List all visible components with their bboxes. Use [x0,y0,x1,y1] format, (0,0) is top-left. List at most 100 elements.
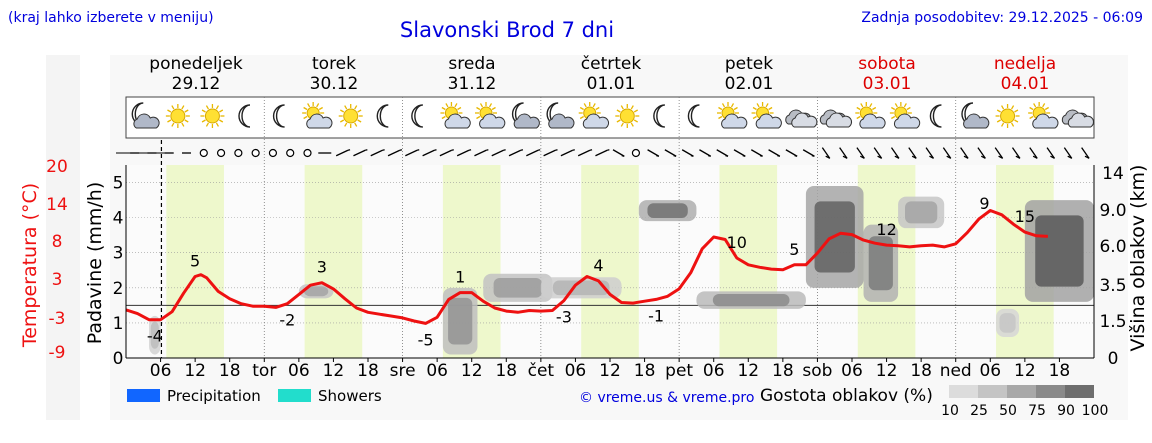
wind-barb-flag [929,155,934,159]
legend-showers: Showers [318,387,382,405]
wind-barb-flag [742,154,746,157]
sun-ray [616,119,621,123]
calm-wind-circle [268,148,278,158]
sun-icon [200,104,225,128]
day-date: 01.01 [587,74,636,94]
sun-ray [1001,122,1005,127]
day-name: nedelja [994,54,1056,74]
moon-icon [272,104,285,128]
daylight-band [581,165,639,358]
sun-ray [344,122,348,127]
cloud-height-tick-label: 9.0 [1099,201,1126,221]
wind-barb [839,147,848,159]
sun-ray [1033,103,1037,108]
wind-barb [925,147,935,159]
sun-ray [752,115,757,120]
sun-ray [344,105,348,110]
sun-ray [856,115,861,120]
moon-cloud-icon [961,102,990,129]
moon-shape [653,104,665,128]
temperature-tick-label: 8 [52,232,63,252]
temperature-label: 10 [1078,0,1098,4]
wind-barb-flag [1067,155,1073,159]
sun-ray [316,103,320,108]
menu-hint[interactable]: (kraj lahko izberete v meniju) [8,10,214,26]
sun-ray [869,103,873,108]
calm-wind-circle [251,148,260,158]
day-name: ponedeljek [149,54,243,74]
cloud-blob-inner [905,201,938,224]
sun-ray [219,109,224,113]
density-step-label: 90 [1057,403,1075,419]
wind-barb [994,147,1004,159]
sun-ray [583,103,587,108]
wind-barb [405,149,418,157]
day-name: torek [312,54,356,74]
x-tick-label: 12 [737,361,759,381]
wind-barb [1011,147,1021,159]
density-step-label: 75 [1028,403,1046,419]
wind-barb [387,149,401,157]
cloud-shape [721,113,748,129]
sun-ray [579,115,584,120]
wind-barb-flag [963,155,969,159]
wind-barb-flag [708,154,711,157]
wind-barb-flag [842,155,848,159]
legend-precipitation: Precipitation [167,387,261,405]
sun-ray [765,103,769,108]
wind-barb-flag [725,154,729,157]
sun-disc [619,108,635,124]
cloud-icon [819,109,853,128]
x-tick-label: sob [802,361,832,381]
x-tick-label: sre [390,361,416,381]
x-tick-label: čet [528,361,555,381]
calm-wind-circle [631,148,641,158]
left-panel [46,55,80,420]
wind-barb [456,149,470,157]
cloud-shape [791,112,818,128]
cloud-height-tick-label: 0 [1108,349,1119,369]
calm-wind-circle [303,148,312,158]
x-tick-label: 18 [357,361,379,381]
cloud-shape [479,113,506,129]
density-step-label: 10 [941,403,959,419]
sun-ray [171,122,175,127]
sun-ray [339,109,345,113]
wind-barb [960,147,969,159]
sun-disc [204,108,220,124]
calm-wind-circle [286,148,295,158]
temperature-label: 1 [455,268,465,287]
cloud-blob-inner [150,321,159,349]
sun-ray [215,122,219,127]
sun-ray [620,105,624,110]
sun-ray [201,119,206,123]
sun-ray [205,105,209,110]
calm-wind-circle [234,148,243,158]
cloud-shape [963,113,990,129]
wind-barb-flag [794,154,798,157]
x-tick-label: 12 [599,361,621,381]
sun-ray [1011,122,1015,127]
cloud-icon [785,109,818,128]
wind-barb-flag [1015,155,1021,159]
cloud-density-scale: 10 25 50 75 90 100 [941,385,1108,419]
temperature-label: 15 [1015,207,1035,226]
sun-ray [630,122,634,127]
sun-cloud-icon [302,102,333,129]
sun-ray [1029,106,1034,111]
cloud-shape [582,113,610,129]
wind-barb [856,147,865,159]
wind-barb [1063,147,1073,159]
x-tick-label: 12 [323,361,345,381]
showers-swatch [278,389,311,402]
credit-link[interactable]: © vreme.us & vreme.pro [579,390,754,406]
sun-ray [354,105,358,110]
wind-barb-flag [759,154,763,157]
sun-ray [171,105,175,110]
sun-ray [996,119,1001,123]
sun-ray [215,105,219,110]
moon-shape [272,104,285,128]
wind-barb [370,149,383,157]
x-tick-label: 18 [910,361,932,381]
wind-barb-flag [811,154,815,157]
